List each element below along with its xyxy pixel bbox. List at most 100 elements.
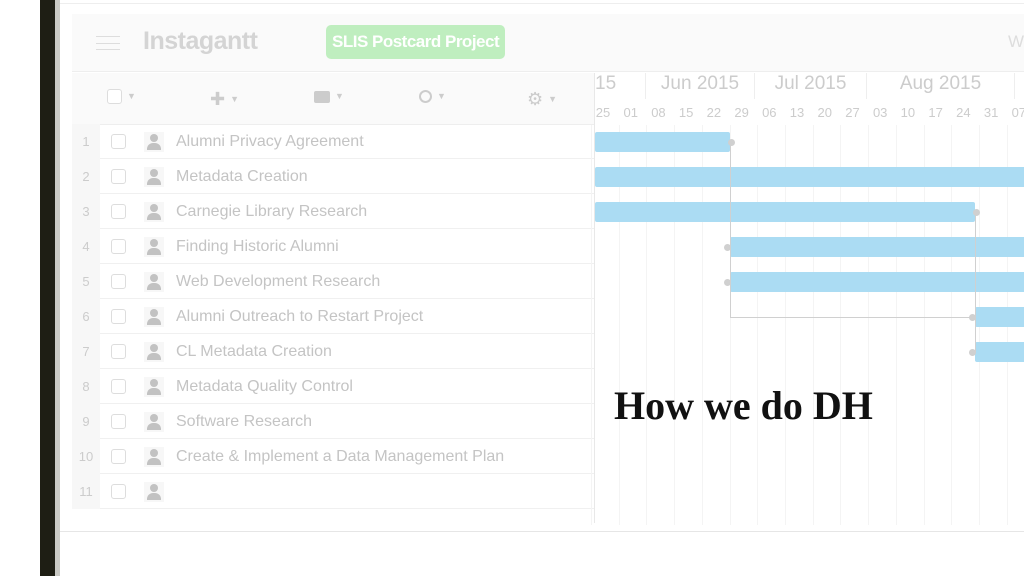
- camera-dropdown[interactable]: ▼: [314, 89, 344, 107]
- task-name[interactable]: Alumni Privacy Agreement: [176, 133, 364, 150]
- task-toolbar: ▼ ✚ ▼ ▼ ▼ ⚙ ▼: [72, 73, 595, 125]
- task-row[interactable]: 7 CL Metadata Creation: [72, 334, 595, 369]
- assignee-avatar-icon[interactable]: [144, 342, 164, 362]
- task-checkbox[interactable]: [111, 239, 126, 254]
- task-bar[interactable]: [975, 307, 1024, 327]
- grid-line: [646, 125, 648, 525]
- task-row[interactable]: 10 Create & Implement a Data Management …: [72, 439, 595, 474]
- task-bar[interactable]: [595, 202, 976, 222]
- task-row[interactable]: 4 Finding Historic Alumni: [72, 229, 595, 264]
- task-row[interactable]: 2 Metadata Creation: [72, 159, 595, 194]
- hamburger-menu-icon[interactable]: [96, 36, 120, 50]
- week-label: 27: [845, 105, 860, 120]
- task-row[interactable]: 6 Alumni Outreach to Restart Project: [72, 299, 595, 334]
- grid-line: [729, 125, 731, 525]
- week-label: 13: [789, 105, 805, 120]
- task-name[interactable]: Metadata Quality Control: [176, 378, 353, 395]
- task-checkbox[interactable]: [111, 484, 126, 499]
- grid-line: [923, 125, 925, 525]
- month-header: Aug 2015: [866, 73, 1014, 99]
- settings-dropdown[interactable]: ⚙ ▼: [527, 89, 558, 109]
- assignee-avatar-icon[interactable]: [144, 412, 164, 432]
- month-header: 15: [595, 73, 617, 94]
- task-name[interactable]: Web Development Research: [176, 273, 381, 290]
- row-number: 9: [72, 404, 100, 439]
- project-badge[interactable]: SLIS Postcard Project: [326, 25, 506, 59]
- task-checkbox[interactable]: [111, 309, 126, 324]
- dependency-handle[interactable]: [969, 314, 977, 321]
- grid-line: [591, 125, 592, 525]
- row-number: 6: [72, 299, 100, 334]
- assignee-avatar-icon[interactable]: [144, 447, 164, 467]
- task-name[interactable]: Alumni Outreach to Restart Project: [176, 308, 424, 325]
- task-name[interactable]: CL Metadata Creation: [176, 343, 332, 360]
- instagantt-screenshot: Instagantt SLIS Postcard Project W ▼ ✚ ▼ …: [60, 0, 1024, 532]
- dependency-handle[interactable]: [723, 279, 731, 286]
- task-checkbox[interactable]: [111, 169, 126, 184]
- row-number: 3: [72, 194, 100, 229]
- assignee-avatar-icon[interactable]: [144, 377, 164, 397]
- slide-grey-edge: [55, 0, 60, 576]
- grid-line: [951, 125, 953, 525]
- task-row[interactable]: 8 Metadata Quality Control: [72, 369, 595, 404]
- week-label: 31: [983, 105, 999, 120]
- dependency-handle[interactable]: [727, 139, 735, 146]
- task-row[interactable]: 11: [72, 474, 595, 509]
- plus-icon: ✚: [210, 89, 226, 109]
- assignee-avatar-icon[interactable]: [144, 272, 164, 292]
- task-checkbox[interactable]: [111, 344, 126, 359]
- task-bar[interactable]: [729, 272, 1024, 292]
- pane-divider[interactable]: [594, 73, 595, 523]
- task-bar[interactable]: [975, 342, 1024, 362]
- task-checkbox[interactable]: [111, 274, 126, 289]
- zoom-dropdown[interactable]: ▼: [419, 89, 446, 107]
- task-checkbox[interactable]: [111, 204, 126, 219]
- task-bar[interactable]: [595, 167, 1024, 187]
- task-name[interactable]: Carnegie Library Research: [176, 203, 368, 220]
- week-label: 01: [623, 105, 638, 120]
- assignee-avatar-icon[interactable]: [144, 167, 164, 187]
- task-row[interactable]: 1 Alumni Privacy Agreement: [72, 124, 595, 159]
- task-checkbox[interactable]: [111, 379, 126, 394]
- row-number: 7: [72, 334, 100, 369]
- row-number: 1: [72, 124, 100, 159]
- assignee-avatar-icon[interactable]: [144, 237, 164, 257]
- add-dropdown[interactable]: ✚ ▼: [210, 89, 240, 109]
- task-row[interactable]: 5 Web Development Research: [72, 264, 595, 299]
- assignee-avatar-icon[interactable]: [144, 202, 164, 222]
- task-bar[interactable]: [595, 132, 730, 152]
- grid-line: [812, 125, 814, 525]
- slide-caption: How we do DH: [614, 383, 873, 428]
- gear-icon: ⚙: [527, 89, 544, 109]
- task-name[interactable]: Create & Implement a Data Management Pla…: [176, 448, 505, 465]
- task-name[interactable]: Finding Historic Alumni: [176, 238, 339, 255]
- dependency-handle[interactable]: [969, 349, 977, 356]
- task-checkbox[interactable]: [111, 134, 126, 149]
- camera-icon: [314, 91, 330, 103]
- task-checkbox[interactable]: [111, 449, 126, 464]
- month-header: S: [1014, 73, 1024, 99]
- task-name[interactable]: Metadata Creation: [176, 168, 308, 185]
- row-number: 5: [72, 264, 100, 299]
- dependency-line: [729, 142, 731, 317]
- task-bar[interactable]: [729, 237, 1024, 257]
- row-number: 8: [72, 369, 100, 404]
- dependency-handle[interactable]: [973, 209, 981, 216]
- month-header: Jul 2015: [754, 73, 866, 99]
- assignee-avatar-icon[interactable]: [144, 482, 164, 502]
- week-label: 15: [678, 105, 694, 120]
- week-label: 06: [762, 105, 777, 120]
- week-label: 10: [900, 105, 916, 120]
- task-name[interactable]: Software Research: [176, 413, 313, 430]
- task-row[interactable]: 9 Software Research: [72, 404, 595, 439]
- checkbox-icon: [107, 89, 122, 104]
- app-logo: Instagantt: [143, 27, 258, 55]
- week-label: 08: [651, 105, 666, 120]
- task-row[interactable]: 3 Carnegie Library Research: [72, 194, 595, 229]
- assignee-avatar-icon[interactable]: [144, 132, 164, 152]
- dependency-handle[interactable]: [723, 244, 731, 251]
- grid-line: [618, 125, 620, 525]
- task-checkbox[interactable]: [111, 414, 126, 429]
- select-all-dropdown[interactable]: ▼: [107, 89, 136, 107]
- assignee-avatar-icon[interactable]: [144, 307, 164, 327]
